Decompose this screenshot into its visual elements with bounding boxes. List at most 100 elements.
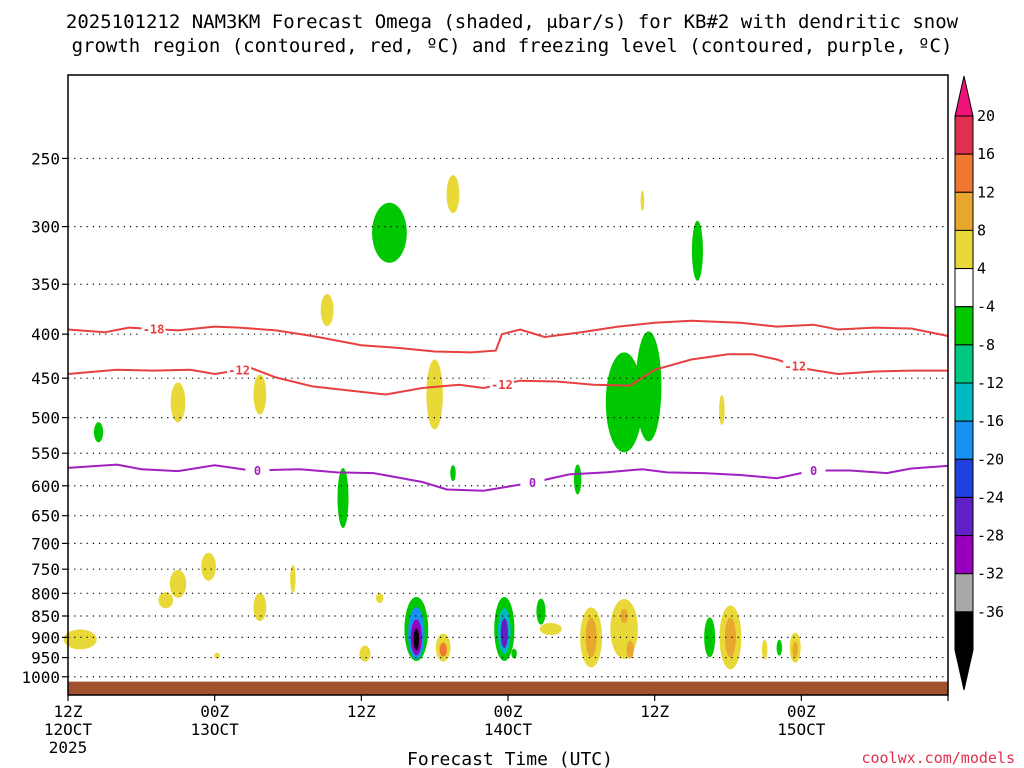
omega-cell bbox=[439, 642, 447, 657]
colorbar-swatch bbox=[954, 153, 974, 193]
y-tick-label: 300 bbox=[31, 218, 60, 237]
x-tick-label: 2025 bbox=[49, 738, 88, 757]
colorbar-label: -4 bbox=[977, 298, 995, 316]
x-tick-label: 00Z bbox=[494, 702, 523, 721]
credit-text: coolwx.com/models bbox=[861, 749, 1015, 767]
omega-cell bbox=[792, 641, 798, 658]
omega-cell bbox=[376, 592, 384, 603]
omega-cell bbox=[253, 374, 267, 415]
omega-cell bbox=[170, 382, 186, 423]
omega-cell bbox=[214, 652, 220, 659]
omega-cell bbox=[320, 294, 334, 327]
y-tick-label: 250 bbox=[31, 149, 60, 168]
x-tick-label: 12Z bbox=[54, 702, 83, 721]
omega-cell bbox=[605, 352, 643, 453]
x-tick-label: 13OCT bbox=[191, 720, 240, 739]
temperature-contours: -18 -12 -12 -12 0 0 0 bbox=[67, 319, 949, 492]
omega-cell bbox=[719, 395, 725, 426]
colorbar-label: 4 bbox=[977, 260, 986, 278]
chart-title-line-2: growth region (contoured, red, ºC) and f… bbox=[72, 35, 953, 57]
colorbar-label: 8 bbox=[977, 221, 986, 239]
contour-label-bg bbox=[520, 475, 545, 489]
y-tick-label: 950 bbox=[31, 649, 60, 668]
y-tick-label: 700 bbox=[31, 534, 60, 553]
omega-cell bbox=[337, 468, 349, 529]
omega-cell bbox=[169, 569, 187, 598]
colorbar-swatch bbox=[954, 535, 974, 575]
colorbar-label: -32 bbox=[977, 565, 1004, 583]
colorbar-swatch bbox=[954, 268, 974, 308]
colorbar-swatch bbox=[954, 458, 974, 498]
omega-cell bbox=[63, 629, 97, 650]
omega-cell bbox=[426, 359, 443, 430]
omega-cell bbox=[691, 220, 703, 281]
y-tick-label: 400 bbox=[31, 325, 60, 344]
omega-cell bbox=[511, 648, 517, 659]
y-tick-label: 650 bbox=[31, 507, 60, 526]
colorbar-swatch bbox=[954, 420, 974, 460]
omega-cell bbox=[635, 331, 662, 442]
colorbar-label: -8 bbox=[977, 336, 995, 354]
omega-cell bbox=[574, 464, 582, 495]
omega-cell bbox=[704, 617, 716, 658]
x-tick-label: 12Z bbox=[640, 702, 669, 721]
colorbar-swatch bbox=[954, 573, 974, 613]
omega-cell bbox=[446, 175, 460, 214]
y-tick-label: 1000 bbox=[21, 668, 60, 687]
omega-cell bbox=[413, 628, 420, 651]
contour-label: -12 bbox=[784, 359, 806, 373]
omega-cell bbox=[290, 565, 296, 594]
colorbar-swatch bbox=[954, 229, 974, 270]
contour-line bbox=[67, 319, 949, 354]
contour-label-bg bbox=[141, 321, 166, 335]
y-tick-label: 750 bbox=[31, 560, 60, 579]
colorbar-label: -24 bbox=[977, 488, 1004, 506]
x-axis-label: Forecast Time (UTC) bbox=[407, 749, 613, 768]
colorbar-swatch bbox=[954, 191, 974, 231]
contour-label: -12 bbox=[228, 364, 250, 378]
y-tick-label: 550 bbox=[31, 444, 60, 463]
omega-cell bbox=[450, 465, 456, 482]
contour-label: -12 bbox=[491, 378, 513, 392]
omega-cell bbox=[585, 617, 597, 658]
colorbar-label: 20 bbox=[977, 107, 995, 125]
omega-cell bbox=[761, 639, 768, 660]
plot-area: -18 -12 -12 -12 0 0 0 bbox=[63, 74, 949, 696]
omega-cell bbox=[93, 422, 104, 443]
x-tick-label: 00Z bbox=[787, 702, 816, 721]
colorbar-swatch bbox=[954, 496, 974, 537]
colorbar-swatch bbox=[954, 611, 974, 651]
colorbar: 20 16 12 8 4 -4 -8 -12 -16 -20 -24 -28 -32 -36 bbox=[954, 75, 1004, 691]
y-axis: 250 300 350 400 450 500 550 600 650 700 750 800 850 9… bbox=[21, 149, 68, 687]
colorbar-swatch bbox=[954, 115, 974, 155]
contour-label: -18 bbox=[143, 322, 165, 336]
colorbar-label: 16 bbox=[977, 145, 995, 163]
omega-cell bbox=[500, 618, 509, 649]
omega-cell bbox=[776, 639, 783, 656]
contour-label-bg bbox=[227, 363, 252, 377]
colorbar-label: -20 bbox=[977, 450, 1004, 468]
x-tick-label: 12OCT bbox=[44, 720, 93, 739]
omega-shading bbox=[63, 175, 801, 670]
omega-cell bbox=[620, 608, 628, 623]
contour-label-bg bbox=[245, 463, 270, 477]
omega-cell bbox=[536, 598, 546, 625]
colorbar-label: -28 bbox=[977, 527, 1004, 545]
chart-title-line-1: 2025101212 NAM3KM Forecast Omega (shaded… bbox=[66, 11, 959, 33]
colorbar-bottom-arrow bbox=[954, 649, 974, 691]
omega-cell bbox=[539, 622, 562, 635]
colorbar-swatch bbox=[954, 382, 974, 422]
contour-label-bg bbox=[783, 358, 808, 372]
y-tick-label: 350 bbox=[31, 275, 60, 294]
y-tick-label: 600 bbox=[31, 477, 60, 496]
y-tick-label: 850 bbox=[31, 607, 60, 626]
x-tick-label: 12Z bbox=[347, 702, 376, 721]
contour-label: 0 bbox=[254, 464, 261, 478]
omega-cell bbox=[158, 592, 174, 609]
colorbar-swatch bbox=[954, 344, 974, 384]
omega-cell bbox=[372, 202, 407, 263]
omega-cell bbox=[626, 640, 634, 659]
colorbar-label: -36 bbox=[977, 603, 1004, 621]
contour-label-bg bbox=[489, 377, 514, 391]
